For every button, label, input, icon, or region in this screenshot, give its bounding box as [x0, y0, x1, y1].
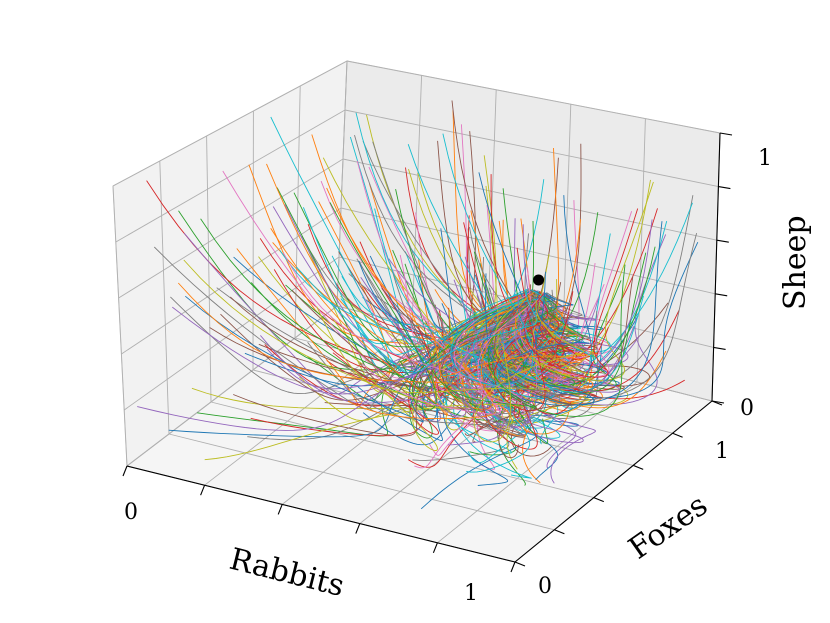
trajectory-line — [316, 296, 550, 394]
grid-line — [204, 324, 413, 486]
y-tick-mark — [672, 432, 683, 438]
grid-line — [121, 207, 342, 355]
x-tick-mark — [432, 542, 438, 554]
trajectory-line — [542, 202, 693, 361]
grid-line — [168, 433, 555, 531]
x-tick-1: 1 — [464, 581, 478, 606]
grid-line — [437, 381, 638, 544]
grid-line — [112, 60, 348, 187]
x-tick-mark — [277, 504, 283, 515]
trajectory-line — [464, 296, 575, 436]
trajectory-line — [512, 282, 598, 365]
y-tick-mark — [711, 400, 723, 406]
z-tick-mark — [718, 186, 731, 190]
y-tick-0: 0 — [538, 574, 552, 599]
z-tick-1: 1 — [758, 146, 772, 171]
grid-line — [118, 158, 344, 299]
grid-line — [115, 109, 346, 243]
trajectory-line — [453, 292, 559, 415]
trajectory-line — [183, 259, 523, 413]
trajectory-line — [233, 296, 533, 437]
trajectory-line — [432, 292, 582, 377]
x-tick-mark — [510, 561, 516, 573]
grid-line — [344, 109, 719, 188]
trajectory-line — [523, 208, 639, 378]
x-tick-mark — [122, 465, 128, 477]
trajectory-line — [381, 288, 547, 401]
x-tick-mark — [200, 484, 206, 496]
grid-line — [346, 60, 721, 134]
grid-line — [206, 135, 212, 403]
y-axis-line — [514, 400, 713, 563]
trajectory-line — [451, 172, 554, 385]
y-tick-mark — [632, 464, 644, 470]
y-axis-label: Foxes — [623, 488, 715, 567]
trajectory-line — [498, 271, 590, 378]
axes-panes — [112, 60, 721, 563]
grid-line — [210, 401, 594, 499]
grid-line — [159, 160, 170, 435]
trajectory-line — [453, 279, 548, 428]
equilibrium-point — [533, 274, 545, 286]
trajectory-line — [295, 266, 538, 374]
trajectory-line — [229, 294, 526, 414]
x-axis-line — [126, 465, 516, 563]
grid-line — [342, 158, 717, 241]
trajectory-line — [291, 289, 544, 401]
z-tick-mark — [719, 132, 733, 136]
grid-line — [336, 60, 348, 307]
trajectory-line — [329, 202, 555, 411]
z-axis-label: Sheep — [778, 215, 813, 310]
x-axis-label: Rabbits — [226, 542, 348, 604]
z-axis-line — [711, 132, 721, 402]
trajectory-line — [494, 247, 549, 412]
axis-lines — [122, 132, 733, 573]
grid-line — [411, 75, 423, 326]
z-tick-mark — [713, 346, 726, 350]
trajectory-line — [374, 208, 555, 399]
trajectory-line — [485, 273, 595, 406]
grid-line — [294, 85, 301, 339]
trajectory-line — [476, 294, 560, 396]
grid-line — [112, 185, 128, 467]
trajectories — [137, 100, 699, 510]
trajectory-line — [137, 295, 527, 431]
y-tick-mark — [554, 529, 565, 535]
trajectory-line — [506, 296, 571, 470]
x-tick-0: 0 — [124, 500, 138, 525]
x-tick-mark — [355, 523, 361, 534]
y-tick-mark — [593, 497, 605, 503]
z-tick-mark — [715, 293, 728, 297]
trajectory-line — [531, 293, 578, 415]
trajectory-line — [492, 264, 626, 417]
z-tick-0: 0 — [740, 396, 754, 421]
y-tick-1: 1 — [715, 439, 729, 464]
y-tick-mark — [514, 561, 526, 567]
z-tick-mark — [716, 239, 729, 243]
trajectory-line — [515, 294, 641, 393]
trajectory-line — [473, 299, 585, 443]
